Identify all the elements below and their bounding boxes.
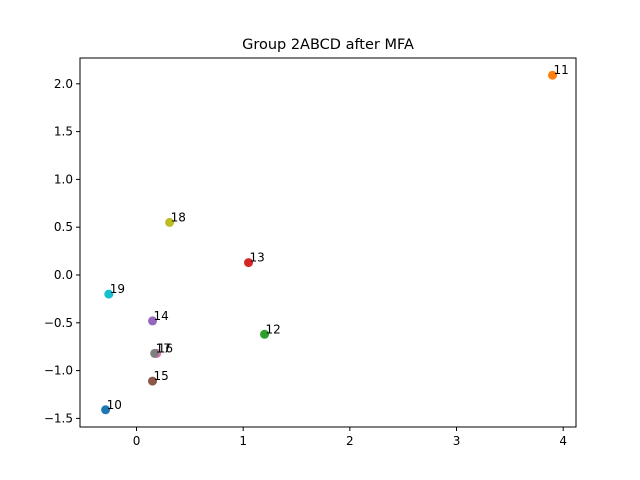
- y-tick-label: −1.0: [44, 364, 73, 378]
- point-label-17: 17: [156, 341, 171, 355]
- x-tick-label: 0: [133, 434, 141, 448]
- y-tick-label: −1.5: [44, 411, 73, 425]
- data-point-15: [148, 376, 158, 386]
- data-point-10: [101, 405, 111, 415]
- data-point-11: [548, 70, 558, 80]
- point-label-11: 11: [554, 63, 569, 77]
- point-label-13: 13: [250, 251, 265, 265]
- data-point-19: [104, 289, 114, 299]
- point-label-16: 16: [158, 341, 173, 355]
- plot-frame: [79, 57, 577, 428]
- point-label-19: 19: [110, 282, 125, 296]
- y-tick-label: 0.0: [54, 268, 73, 282]
- data-point-17: [150, 348, 160, 358]
- y-tick-label: 1.5: [54, 125, 73, 139]
- data-point-12: [260, 329, 270, 339]
- x-tick-label: 1: [239, 434, 247, 448]
- data-point-14: [148, 316, 158, 326]
- point-label-10: 10: [107, 398, 122, 412]
- x-tick-label: 2: [346, 434, 354, 448]
- point-label-14: 14: [154, 309, 169, 323]
- point-label-18: 18: [171, 210, 186, 224]
- point-label-12: 12: [266, 322, 281, 336]
- y-tick-label: −0.5: [44, 316, 73, 330]
- y-tick-label: 1.0: [54, 172, 73, 186]
- y-tick-label: 0.5: [54, 220, 73, 234]
- x-tick-label: 3: [453, 434, 461, 448]
- y-tick-label: 2.0: [54, 77, 73, 91]
- point-label-15: 15: [154, 369, 169, 383]
- x-tick-label: 4: [559, 434, 567, 448]
- points-layer: [101, 70, 558, 415]
- data-point-18: [165, 217, 175, 227]
- axes-layer: 0 1 2 3 4−1.5−1.0−0.50.00.51.01.52.0: [44, 57, 577, 448]
- data-point-13: [244, 258, 254, 268]
- chart-title: Group 2ABCD after MFA: [242, 37, 414, 53]
